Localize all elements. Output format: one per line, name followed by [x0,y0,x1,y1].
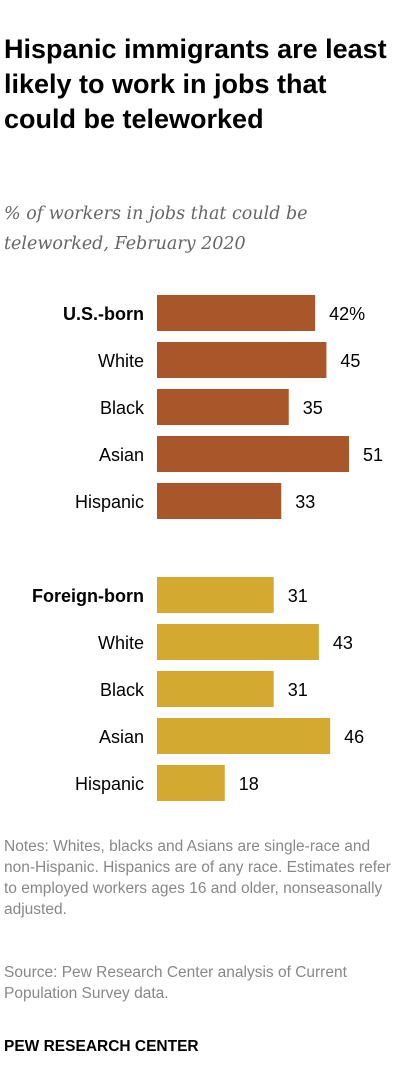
category-label: Black [100,398,145,418]
bar [157,765,225,801]
data-label: 51 [363,445,383,465]
bar-row: Hispanic 18 [75,765,259,801]
bar [157,624,319,660]
bar-row: Asian 51 [99,436,383,472]
bar-row: Black 35 [100,389,323,425]
bar [157,671,274,707]
bar [157,342,326,378]
bar-row: Foreign-born 31 [32,577,308,613]
bar-row: Asian 46 [99,718,364,754]
bar [157,718,330,754]
data-label: 35 [303,398,323,418]
bar-row: U.S.-born 42% [63,295,365,331]
chart-source: Source: Pew Research Center analysis of … [4,962,396,1004]
category-label: Asian [99,727,144,747]
data-label: 43 [333,633,353,653]
category-label: Hispanic [75,492,144,512]
chart-notes: Notes: Whites, blacks and Asians are sin… [4,836,396,920]
bar-chart: U.S.-born 42% White 45 Black 35 Asian 51 Hispani… [0,0,400,820]
brand-label: PEW RESEARCH CENTER [4,1038,199,1056]
bar-row: White 45 [98,342,360,378]
data-label: 46 [344,727,364,747]
category-label: White [98,351,144,371]
bar-row: Black 31 [100,671,308,707]
category-label: White [98,633,144,653]
group-label: Foreign-born [32,586,144,606]
data-label: 42% [329,304,365,324]
bar-row: Hispanic 33 [75,483,315,519]
bar [157,436,349,472]
data-label: 18 [239,774,259,794]
category-label: Asian [99,445,144,465]
bar [157,389,289,425]
bar [157,483,281,519]
category-label: Hispanic [75,774,144,794]
group-label: U.S.-born [63,304,144,324]
data-label: 31 [288,680,308,700]
category-label: Black [100,680,145,700]
bar [157,295,315,331]
bar [157,577,274,613]
data-label: 31 [288,586,308,606]
data-label: 45 [340,351,360,371]
bar-row: White 43 [98,624,353,660]
data-label: 33 [295,492,315,512]
